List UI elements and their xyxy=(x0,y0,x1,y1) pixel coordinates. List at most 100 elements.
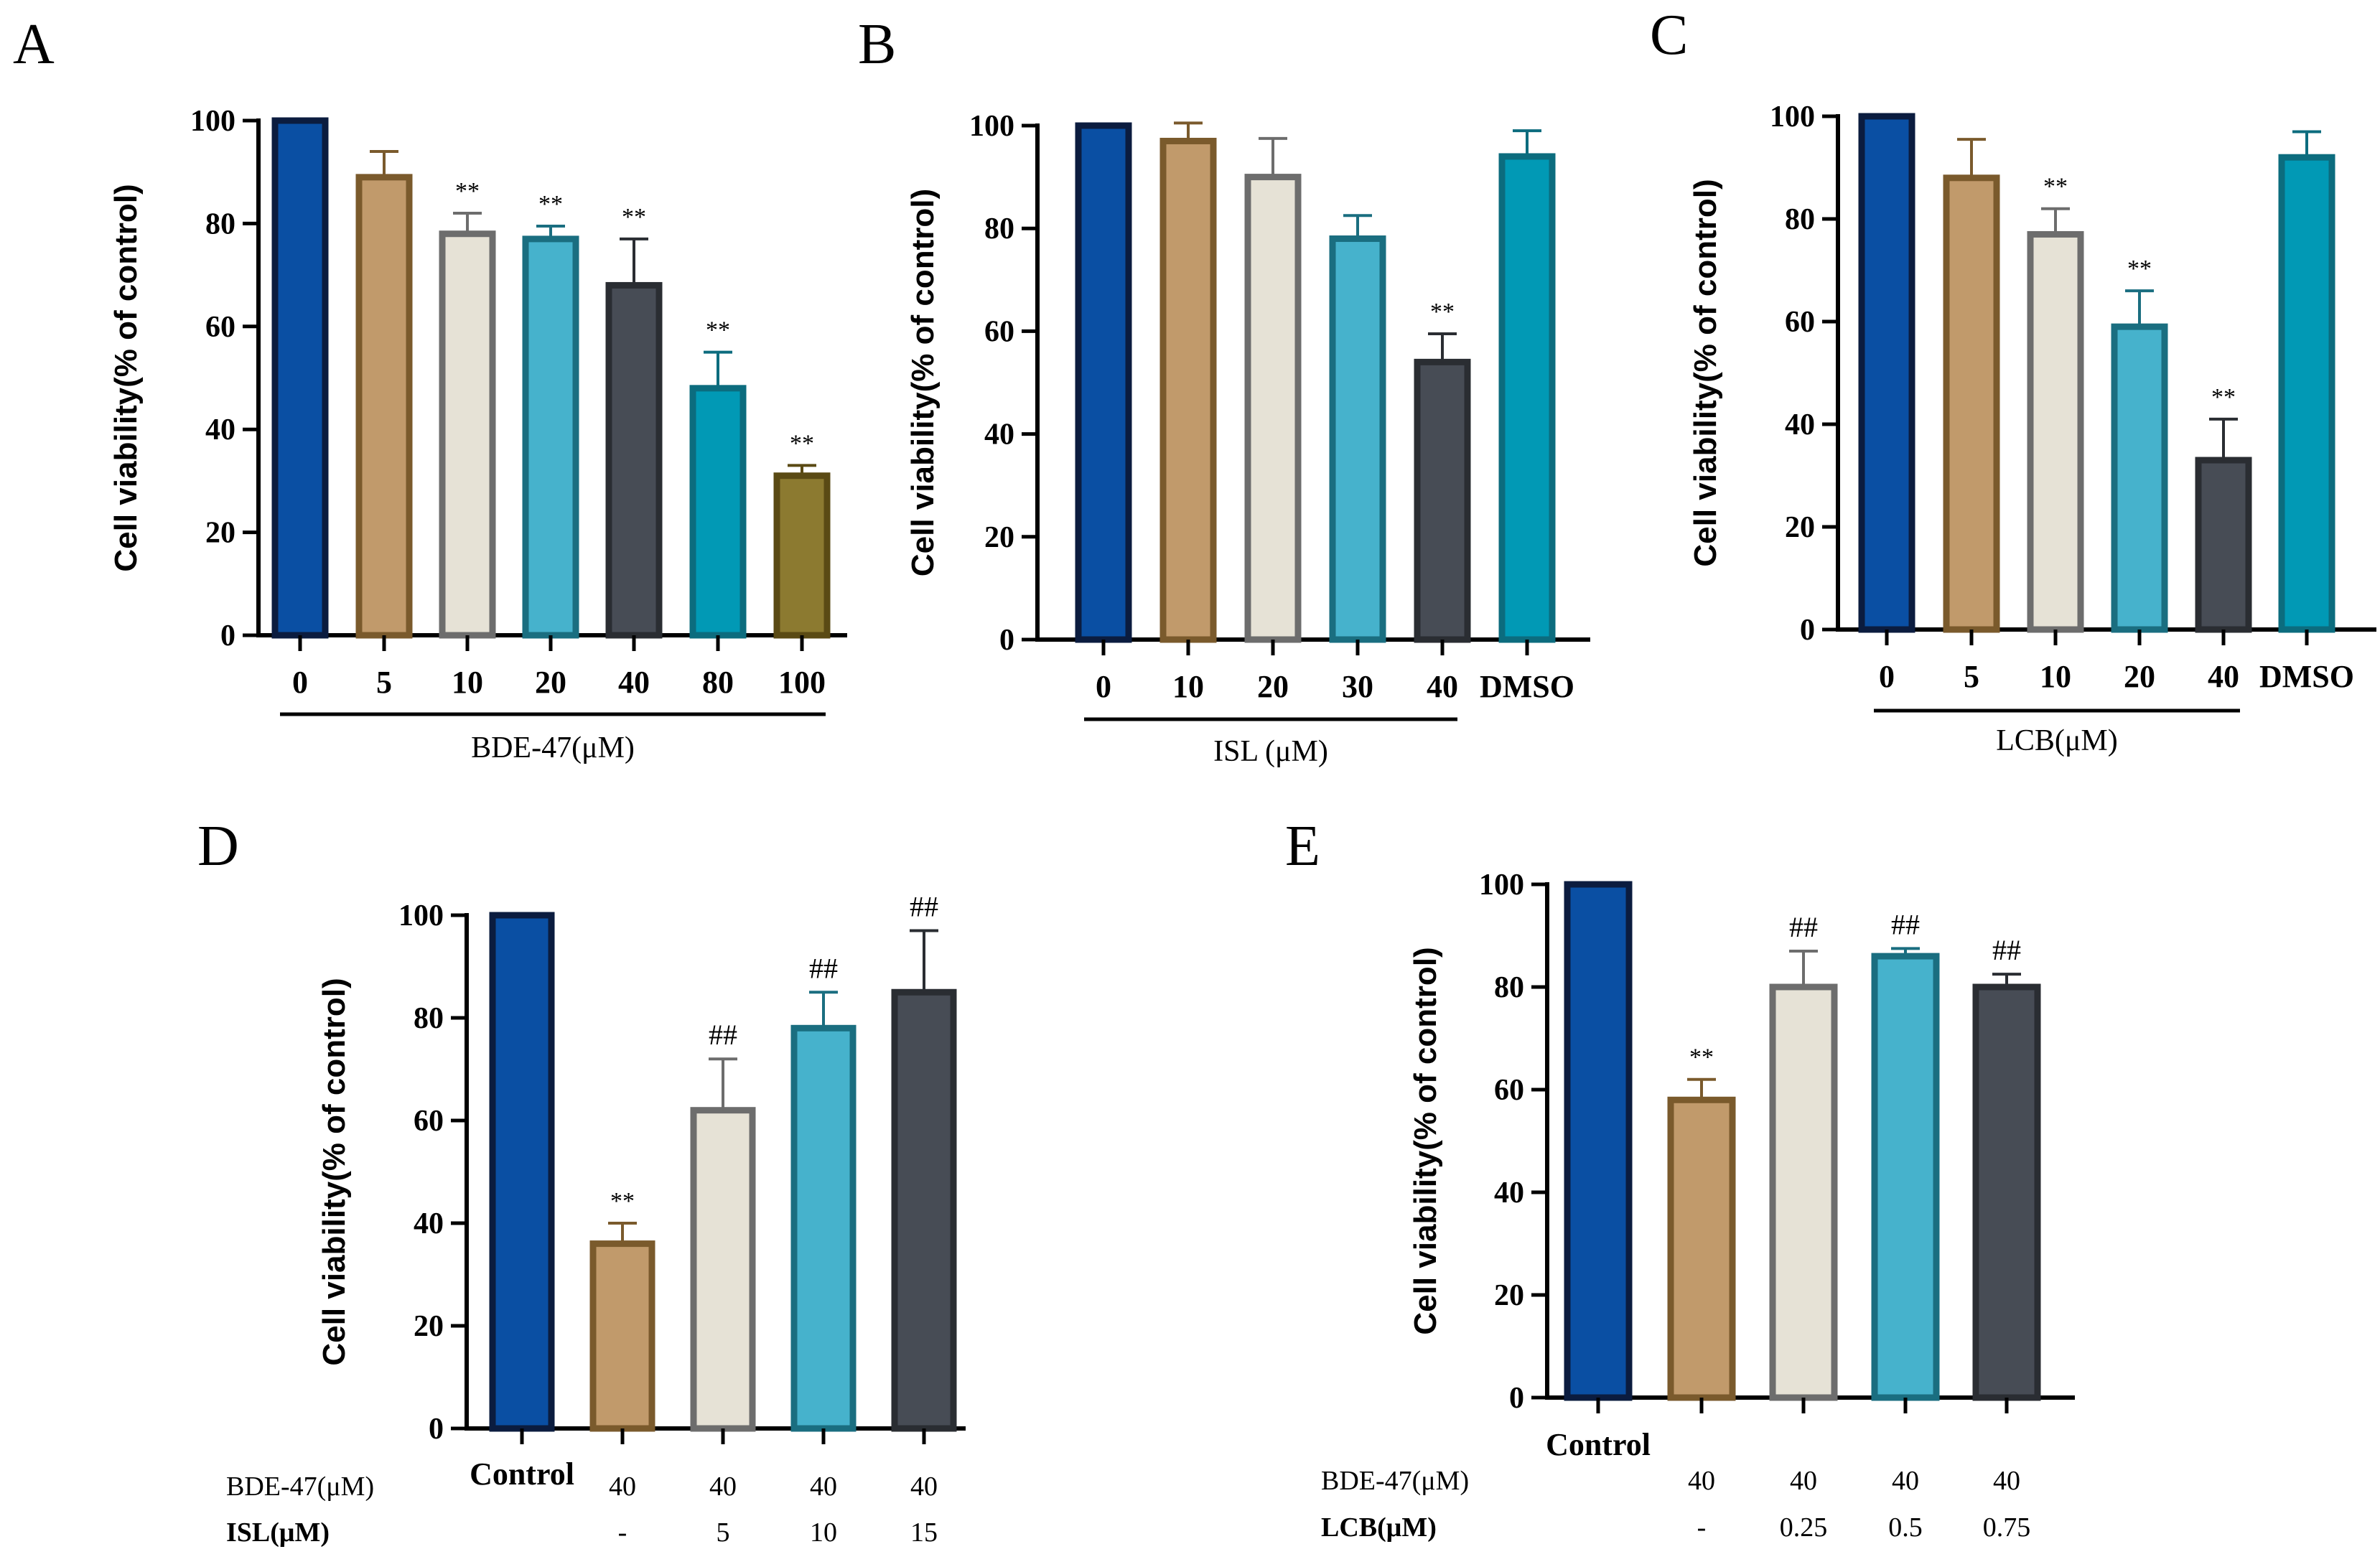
x-tick-label: DMSO xyxy=(2259,659,2354,694)
bar xyxy=(1667,1096,1736,1401)
y-tick-label: 0 xyxy=(429,1413,444,1446)
bar xyxy=(355,174,413,639)
panel-d: D 0 20 40 60 80 100 Cell viability(% of control… xyxy=(197,815,966,1548)
y-tick-label: 0 xyxy=(1800,614,1815,647)
treatment-value: 15 xyxy=(910,1517,938,1548)
bar xyxy=(790,1024,857,1432)
y-tick-label: 80 xyxy=(205,207,235,240)
y-tick-label: 60 xyxy=(1494,1074,1524,1107)
significance-mark: ** xyxy=(790,430,814,457)
y-axis-label: Cell viability(% of control) xyxy=(905,189,941,576)
treatment-value: 40 xyxy=(1892,1466,1919,1496)
y-tick-label: 20 xyxy=(1785,511,1815,544)
y-tick-label: 60 xyxy=(1785,306,1815,339)
x-tick-label: 30 xyxy=(1342,669,1373,704)
x-tick-label: DMSO xyxy=(1480,669,1574,704)
treatment-value: 0.5 xyxy=(1888,1512,1923,1543)
x-tick-label: 20 xyxy=(2124,659,2155,694)
bar xyxy=(689,385,747,639)
significance-mark: ## xyxy=(709,1019,737,1051)
bar xyxy=(2195,457,2252,633)
y-tick-label: 0 xyxy=(1509,1382,1524,1415)
y-tick-label: 100 xyxy=(969,110,1014,143)
significance-mark: ** xyxy=(2211,384,2236,411)
treatment-label: LCB(μM) xyxy=(1321,1512,1437,1543)
bar xyxy=(1414,358,1471,643)
bar xyxy=(1244,174,1302,643)
x-tick-label: 10 xyxy=(1172,669,1204,704)
bar xyxy=(690,1107,756,1432)
x-tick-label: 0 xyxy=(1096,669,1111,704)
panel-label: D xyxy=(197,815,239,878)
panel-label: C xyxy=(1650,4,1688,67)
bar xyxy=(271,117,329,639)
y-tick-label: 40 xyxy=(414,1207,444,1240)
y-tick-label: 100 xyxy=(1770,100,1815,134)
x-tick-label: 100 xyxy=(778,665,826,700)
y-tick-label: 80 xyxy=(984,212,1014,245)
panel-label: B xyxy=(858,13,896,76)
x-tick-label: 20 xyxy=(535,665,566,700)
treatment-label: BDE-47(μM) xyxy=(226,1472,374,1502)
bar xyxy=(522,235,579,639)
panel-label: E xyxy=(1285,815,1320,878)
treatment-label: BDE-47(μM) xyxy=(1321,1466,1469,1496)
y-tick-label: 0 xyxy=(220,619,235,652)
x-tick-label: 20 xyxy=(1257,669,1289,704)
x-tick-label: 80 xyxy=(702,665,734,700)
x-axis-title: LCB(μM) xyxy=(1996,724,2118,757)
treatment-value: 40 xyxy=(1688,1466,1715,1496)
y-axis-label: Cell viability(% of control) xyxy=(1688,179,1723,566)
y-tick-label: 20 xyxy=(414,1310,444,1343)
x-tick-label: 10 xyxy=(2040,659,2071,694)
bar xyxy=(1769,983,1838,1401)
x-tick-label: Control xyxy=(470,1456,574,1492)
y-tick-label: 100 xyxy=(398,899,444,932)
treatment-label: ISL(μM) xyxy=(226,1517,330,1548)
y-axis-label: Cell viability(% of control) xyxy=(317,978,352,1365)
x-axis-title: ISL (μM) xyxy=(1213,735,1328,768)
bar xyxy=(1159,137,1217,643)
significance-mark: ** xyxy=(610,1188,635,1215)
bar xyxy=(1329,235,1386,643)
y-tick-label: 100 xyxy=(190,105,235,138)
x-tick-label: 40 xyxy=(2208,659,2239,694)
significance-mark: ** xyxy=(2127,256,2152,282)
significance-mark: ** xyxy=(1689,1044,1714,1071)
bar xyxy=(1943,174,2000,633)
treatment-value: - xyxy=(618,1517,627,1548)
treatment-value: - xyxy=(1697,1512,1707,1543)
y-axis-label: Cell viability(% of control) xyxy=(1408,947,1443,1334)
bar xyxy=(891,988,957,1432)
bar xyxy=(773,472,831,639)
bar xyxy=(489,912,555,1432)
y-tick-label: 40 xyxy=(205,413,235,446)
bar xyxy=(1075,122,1132,643)
bar xyxy=(439,230,496,639)
treatment-value: 0.75 xyxy=(1983,1512,2031,1543)
bar xyxy=(1858,113,1915,633)
x-tick-label: 5 xyxy=(376,665,392,700)
y-axis-label: Cell viability(% of control) xyxy=(108,184,144,571)
y-tick-label: 40 xyxy=(1494,1177,1524,1210)
x-tick-label: Control xyxy=(1546,1427,1651,1462)
bar xyxy=(2111,323,2168,633)
significance-mark: ## xyxy=(809,952,838,984)
x-tick-label: 40 xyxy=(618,665,650,700)
x-tick-label: 5 xyxy=(1964,659,1979,694)
y-tick-label: 60 xyxy=(205,311,235,344)
y-tick-label: 80 xyxy=(414,1002,444,1035)
x-tick-label: 0 xyxy=(1879,659,1895,694)
x-tick-label: 40 xyxy=(1427,669,1458,704)
y-tick-label: 80 xyxy=(1494,971,1524,1004)
significance-mark: ** xyxy=(2043,174,2068,200)
significance-mark: ** xyxy=(622,204,646,230)
y-tick-label: 60 xyxy=(984,315,1014,348)
significance-mark: ** xyxy=(1430,299,1455,325)
x-tick-label: 10 xyxy=(452,665,483,700)
x-axis-title: BDE-47(μM) xyxy=(471,731,635,764)
significance-mark: ## xyxy=(1992,934,2021,966)
